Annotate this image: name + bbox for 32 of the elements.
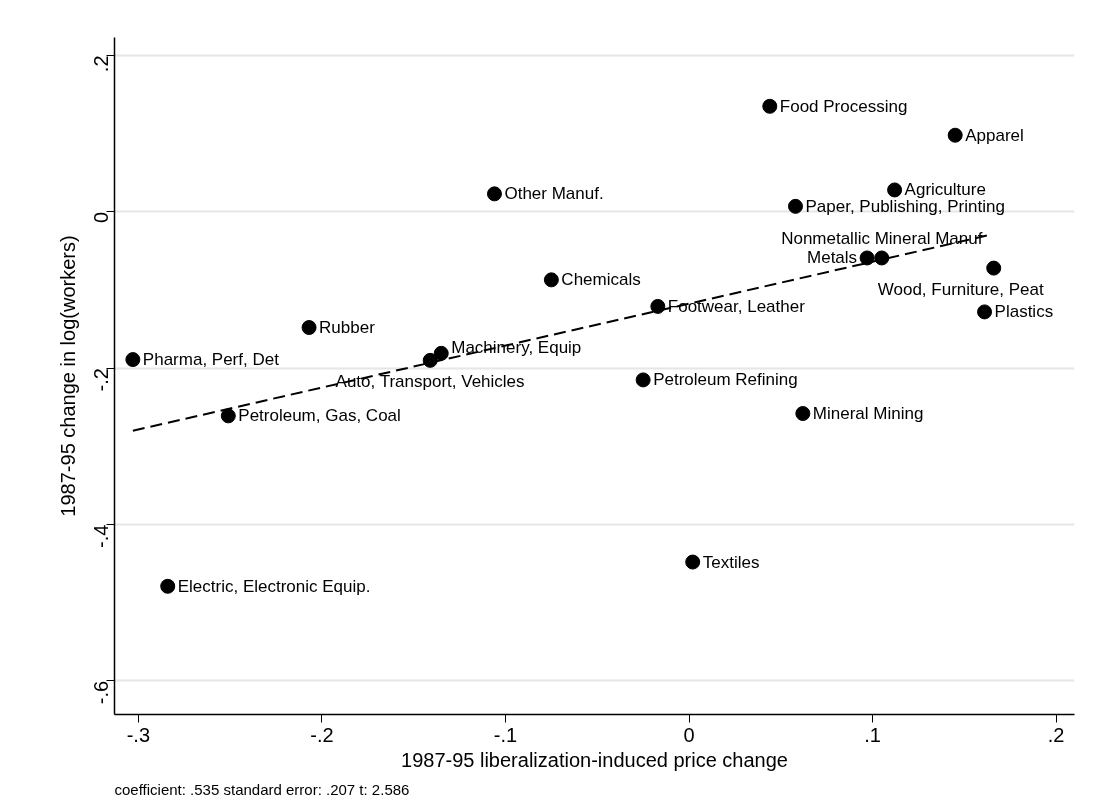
- data-label: Other Manuf.: [504, 184, 604, 204]
- y-axis-title: 1987-95 change in log(workers): [56, 235, 79, 517]
- data-label: Apparel: [965, 125, 1024, 145]
- y-tick-label: -.4: [90, 524, 113, 548]
- data-label: Textiles: [702, 552, 760, 572]
- x-tick-label: -.3: [126, 723, 151, 746]
- y-tick-label: -.2: [90, 368, 113, 392]
- x-tick-label: .2: [1047, 723, 1065, 746]
- x-tick-label: 0: [683, 723, 695, 746]
- y-tick-label: -.6: [90, 680, 113, 705]
- x-axis-title: 1987-95 liberalization-induced price change: [401, 748, 788, 771]
- data-label: Petroleum, Gas, Coal: [238, 406, 401, 426]
- data-label: Agriculture: [904, 180, 986, 200]
- data-label: Pharma, Perf, Det: [142, 350, 280, 370]
- data-label: Food Processing: [779, 96, 908, 116]
- data-label: Wood, Furniture, Peat: [877, 280, 1045, 300]
- data-label: Electric, Electronic Equip.: [177, 576, 371, 596]
- data-label: Metals: [807, 248, 858, 268]
- data-label: Auto, Transport, Vehicles: [335, 372, 525, 392]
- data-label: Nonmetallic Mineral Manuf: [781, 228, 983, 248]
- text: coefficient: .535 standard error: .207 t: 2.586: [114, 780, 410, 798]
- x-tick-label: .1: [864, 723, 881, 746]
- data-label: Petroleum Refining: [653, 370, 798, 390]
- x-tick-label: -.1: [493, 723, 518, 746]
- data-label: Footwear, Leather: [667, 296, 806, 316]
- y-tick-label: 0: [90, 211, 113, 223]
- x-tick-label: -.2: [310, 723, 334, 746]
- data-label: Plastics: [994, 302, 1054, 322]
- data-label: Rubber: [319, 318, 376, 338]
- y-tick-label: .2: [90, 55, 113, 73]
- data-label: Chemicals: [561, 270, 641, 290]
- data-label: Mineral Mining: [812, 404, 924, 424]
